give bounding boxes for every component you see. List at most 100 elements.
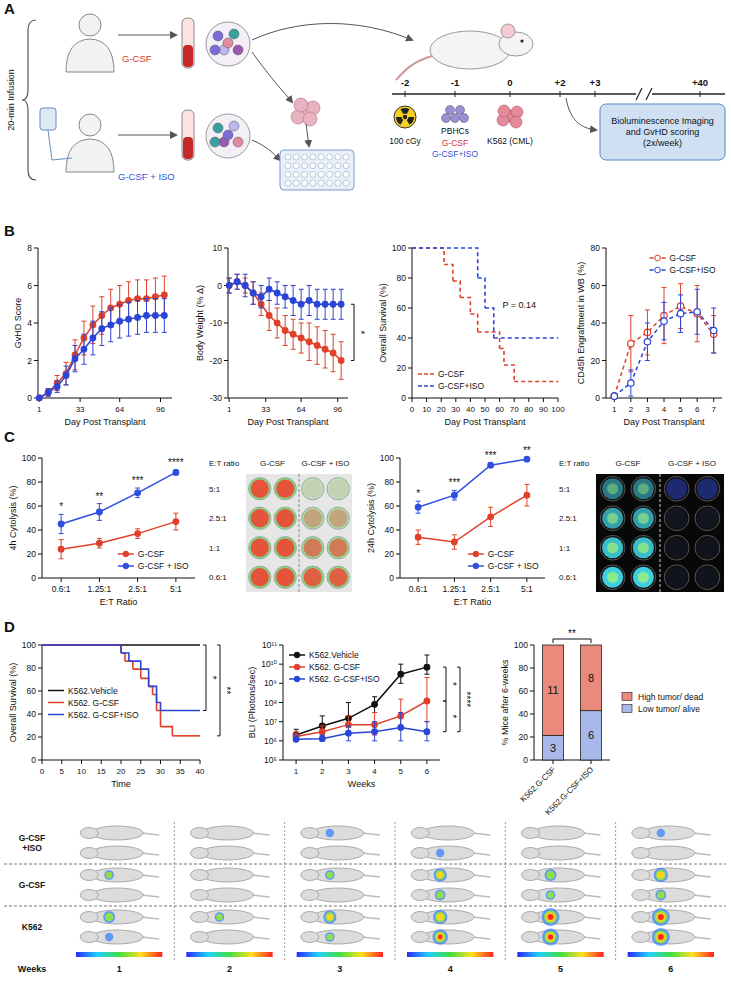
well — [327, 537, 349, 559]
well — [249, 537, 271, 559]
marker — [135, 315, 141, 321]
legend-label: K562.Vehicle — [68, 686, 118, 696]
bar — [581, 645, 602, 711]
color-scale — [186, 952, 272, 957]
error-bar — [398, 664, 403, 683]
bar — [543, 735, 564, 760]
y-tick — [279, 664, 283, 665]
x-tick — [418, 578, 419, 582]
error-bar — [97, 504, 102, 521]
count-label: 11 — [547, 684, 558, 696]
mouse-head — [522, 912, 540, 923]
chart: 024681336496GvHD ScoreDay Post Transplan… — [13, 243, 172, 427]
bli-signal — [656, 933, 665, 942]
x-tick — [558, 398, 559, 402]
well-signal — [304, 539, 322, 557]
error-bar — [662, 302, 667, 340]
x-tick-label: 1 — [612, 405, 617, 414]
x-tick — [160, 398, 161, 402]
survival-step — [444, 265, 453, 282]
marker — [282, 294, 288, 300]
mouse-head — [191, 912, 209, 923]
row-label: 0.6:1 — [559, 573, 577, 582]
error-bar — [59, 514, 64, 533]
y-tick — [602, 285, 606, 286]
bracket — [443, 701, 446, 732]
cell — [233, 137, 243, 147]
bli-signal — [542, 929, 559, 946]
row-label: 5:1 — [209, 485, 221, 494]
error-bar — [267, 301, 272, 331]
x-tick — [61, 578, 62, 582]
x-tick — [322, 760, 323, 764]
y-tick-label: 10⁹ — [264, 678, 277, 688]
x-tick — [180, 760, 181, 764]
marker — [488, 514, 494, 520]
error-bar — [711, 308, 716, 353]
well — [664, 476, 689, 501]
person-body — [66, 139, 114, 172]
figure: ABCD20-min InfusionG-CSFG-CSF + ISO-2-10… — [0, 0, 732, 992]
mouse-head — [522, 870, 540, 881]
legend-label: K562. G-CSF — [68, 698, 119, 708]
y-tick-label: 60 — [591, 281, 601, 291]
x-tick-label: 2 — [629, 405, 634, 414]
error-bar — [73, 346, 78, 372]
well — [274, 507, 296, 529]
y-tick-label: 0 — [389, 573, 394, 583]
x-tick-label: 2 — [320, 767, 325, 776]
marker — [153, 313, 159, 319]
mouse-tail — [141, 937, 159, 939]
well — [310, 171, 316, 177]
x-tick-label: 10 — [77, 767, 86, 776]
well — [664, 506, 689, 531]
well-signal — [666, 537, 687, 558]
well-signal — [638, 572, 649, 583]
mouse-body — [533, 868, 585, 882]
x-tick — [441, 398, 442, 402]
marker — [58, 546, 64, 552]
y-tick — [408, 308, 412, 309]
well-signal — [697, 567, 718, 588]
mouse-tail — [583, 853, 601, 855]
y-tick-label: 40 — [397, 333, 407, 343]
well — [327, 154, 333, 160]
legend: G-CSFG-CSF+ISO — [418, 369, 484, 391]
marker — [628, 380, 634, 386]
x-tick-label: 7 — [711, 405, 716, 414]
well — [631, 476, 656, 501]
x-axis-title: Day Post Transplant — [444, 417, 526, 427]
y-tick — [38, 691, 42, 692]
mouse-head — [301, 890, 319, 901]
y-tick-label: 0 — [31, 755, 36, 765]
well-signal — [666, 478, 687, 499]
well-signal — [329, 568, 347, 586]
well — [285, 171, 291, 177]
marks — [36, 276, 167, 401]
step-group: G-CSF+ISO — [432, 149, 478, 159]
error-bar — [339, 342, 344, 380]
error-bar — [372, 722, 377, 741]
x-tick-label: 96 — [156, 405, 165, 414]
y-tick — [602, 360, 606, 361]
x-tick — [61, 760, 62, 764]
well — [327, 180, 333, 186]
well-signal — [276, 568, 294, 586]
tumor-cell — [294, 98, 308, 112]
survival-step — [161, 710, 201, 712]
error-bar — [291, 286, 296, 316]
x-tick — [101, 760, 102, 764]
corner-label: E:T ratio — [559, 459, 590, 468]
error-bar — [135, 488, 140, 498]
marker — [424, 664, 430, 670]
mouse-head — [191, 828, 209, 839]
survival-step — [412, 248, 444, 265]
y-tick-label: 80 — [27, 663, 37, 673]
survival-step — [149, 686, 153, 694]
cell — [223, 38, 233, 48]
marker — [346, 730, 352, 736]
marker — [290, 298, 296, 304]
error-bar — [235, 274, 240, 289]
marker — [694, 309, 700, 315]
mouse-body — [202, 930, 254, 944]
